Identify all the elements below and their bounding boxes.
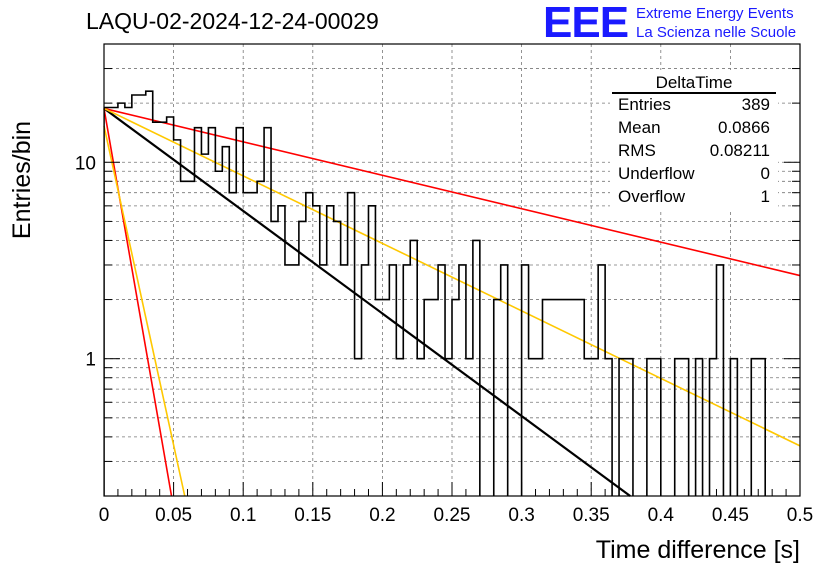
x-tick-label: 0.2: [369, 505, 395, 526]
y-tick-labels: 1 10: [75, 153, 96, 370]
y-tick-label: 10: [75, 153, 96, 174]
x-tick-label: 0.05: [155, 505, 192, 526]
fit-lines: [103, 107, 801, 497]
x-tick-label: 0.45: [712, 505, 749, 526]
x-tick-label: 0: [99, 505, 110, 526]
logo-line-1: Extreme Energy Events: [636, 5, 794, 22]
y-axis-label: Entries/bin: [8, 121, 36, 239]
stats-label: RMS: [618, 141, 656, 160]
y-tick-label: 1: [85, 350, 96, 371]
stats-label: Overflow: [618, 187, 686, 206]
stats-value: 1: [761, 187, 770, 206]
x-tick-label: 0.4: [648, 505, 675, 526]
x-tick-label: 0.15: [294, 505, 331, 526]
logo-mark: EEE: [543, 0, 629, 47]
axis-ticks: [103, 43, 801, 497]
stats-value: 0.08211: [710, 141, 770, 160]
stats-value: 0: [761, 164, 770, 183]
x-tick-label: 0.5: [787, 505, 813, 526]
stats-label: Mean: [618, 118, 661, 137]
stats-label: Entries: [618, 95, 671, 114]
x-tick-label: 0.35: [573, 505, 610, 526]
eee-logo: EEE Extreme Energy Events La Scienza nel…: [543, 0, 833, 47]
x-tick-label: 0.1: [230, 505, 256, 526]
stats-rows: Entries 389 Mean 0.0866 RMS 0.08211 Underflow 0…: [618, 95, 770, 206]
histogram-steps: [104, 90, 766, 496]
fit-line: [103, 107, 801, 447]
stats-box: DeltaTime Entries 389 Mean 0.0866 RMS 0.08211…: [610, 70, 778, 212]
logo-line-2: La Scienza nelle Scuole: [636, 24, 797, 41]
stats-label: Underflow: [618, 164, 695, 183]
fit-line: [103, 107, 631, 497]
stats-value: 389: [742, 95, 770, 114]
x-tick-label: 0.3: [508, 505, 534, 526]
histogram: [104, 90, 766, 496]
page-title: LAQU-02-2024-12-24-00029: [86, 8, 379, 34]
x-axis-label: Time difference [s]: [596, 536, 800, 564]
stats-value: 0.0866: [718, 118, 770, 137]
fit-line: [103, 107, 801, 277]
fit-line: [103, 125, 186, 497]
x-tick-labels: 0 0.05 0.1 0.15 0.2 0.25 0.3 0.35 0.4 0.45 0.5: [99, 505, 814, 526]
stats-title: DeltaTime: [656, 73, 733, 92]
x-tick-label: 0.25: [434, 505, 471, 526]
fit-line: [103, 108, 173, 497]
